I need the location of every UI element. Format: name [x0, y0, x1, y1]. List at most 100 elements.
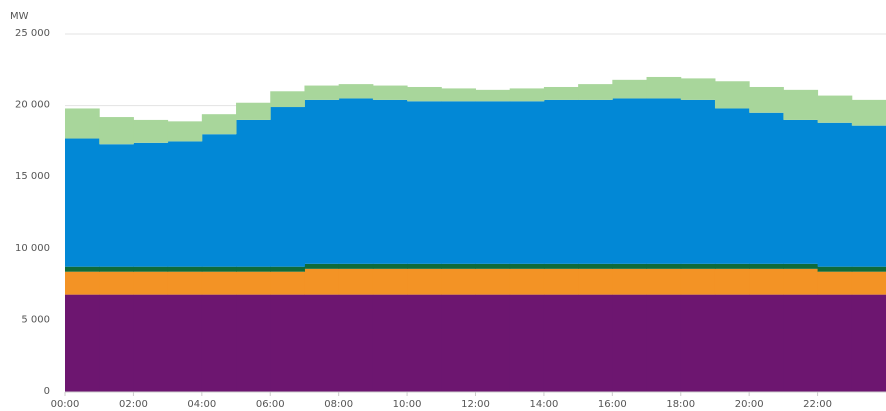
area-step — [475, 89, 511, 102]
area-step — [441, 101, 476, 264]
y-tick-label: 15 000 — [15, 171, 50, 182]
area-step — [304, 268, 340, 295]
x-tick-label: 18:00 — [666, 399, 695, 410]
area-step — [99, 294, 134, 392]
area-step — [680, 268, 716, 295]
area-step — [509, 294, 545, 392]
area-step — [236, 119, 271, 267]
area-step — [407, 263, 442, 269]
area-step — [543, 294, 579, 392]
area-step — [851, 271, 886, 295]
area-step — [201, 134, 237, 267]
area-step — [236, 294, 271, 392]
y-tick-label: 0 — [44, 386, 50, 397]
area-step — [372, 99, 408, 264]
area-step — [612, 79, 648, 99]
area-step — [714, 294, 750, 392]
area-step — [441, 88, 476, 102]
area-step — [646, 263, 682, 269]
y-tick-label: 5 000 — [21, 314, 50, 325]
area-step — [749, 263, 784, 269]
area-step — [475, 268, 511, 295]
area-step — [338, 268, 374, 295]
area-step — [817, 122, 853, 267]
area-step — [714, 268, 750, 295]
area-step — [612, 294, 648, 392]
area-step — [783, 268, 819, 295]
area-step — [201, 294, 237, 392]
area-step — [304, 99, 340, 264]
area-step — [680, 99, 716, 264]
area-step — [543, 263, 579, 269]
x-tick-label: 06:00 — [256, 399, 285, 410]
area-step — [578, 99, 613, 264]
area-step — [783, 294, 819, 392]
area-step — [372, 85, 408, 100]
area-step — [338, 263, 374, 269]
area-step — [201, 266, 237, 272]
area-step — [65, 266, 100, 272]
area-step — [372, 294, 408, 392]
area-step — [714, 81, 750, 109]
area-step — [167, 294, 203, 392]
area-step — [99, 266, 134, 272]
area-step — [612, 268, 648, 295]
area-step — [543, 268, 579, 295]
area-step — [99, 117, 134, 145]
area-step — [133, 294, 169, 392]
area-step — [646, 268, 682, 295]
area-step — [441, 294, 476, 392]
area-step — [304, 294, 340, 392]
y-tick-label: 25 000 — [15, 28, 50, 39]
area-step — [680, 78, 716, 100]
area-step — [646, 98, 682, 264]
area-step — [749, 112, 784, 264]
y-tick-label: 10 000 — [15, 243, 50, 254]
area-step — [543, 99, 579, 264]
x-tick-label: 22:00 — [803, 399, 832, 410]
area-step — [167, 266, 203, 272]
x-tick-label: 00:00 — [51, 399, 80, 410]
area-step — [304, 263, 340, 269]
area-step — [167, 121, 203, 142]
area-step — [783, 263, 819, 269]
area-step — [99, 144, 134, 267]
area-step — [270, 294, 305, 392]
area-step — [851, 266, 886, 272]
area-step — [509, 88, 545, 102]
area-step — [851, 99, 886, 126]
area-step — [851, 294, 886, 392]
area-step — [407, 294, 442, 392]
x-tick-label: 12:00 — [461, 399, 490, 410]
area-step — [817, 271, 853, 295]
area-step — [167, 141, 203, 267]
area-step — [817, 95, 853, 123]
area-step — [612, 263, 648, 269]
area-step — [338, 294, 374, 392]
area-step — [475, 263, 511, 269]
area-step — [407, 268, 442, 295]
area-step — [749, 268, 784, 295]
area-step — [646, 76, 682, 99]
area-step — [407, 86, 442, 102]
area-step — [201, 114, 237, 135]
x-tick-label: 20:00 — [735, 399, 764, 410]
area-step — [338, 84, 374, 99]
x-tick-label: 14:00 — [530, 399, 559, 410]
area-step — [475, 294, 511, 392]
area-step — [236, 266, 271, 272]
area-step — [646, 294, 682, 392]
area-step — [749, 294, 784, 392]
area-step — [680, 294, 716, 392]
area-step — [133, 119, 169, 143]
area-step — [509, 268, 545, 295]
area-step — [783, 119, 819, 264]
area-step — [133, 142, 169, 267]
x-tick-label: 16:00 — [598, 399, 627, 410]
area-step — [749, 86, 784, 113]
area-step — [509, 263, 545, 269]
area-step — [543, 86, 579, 100]
y-tick-label: 20 000 — [15, 100, 50, 111]
area-step — [270, 91, 305, 108]
